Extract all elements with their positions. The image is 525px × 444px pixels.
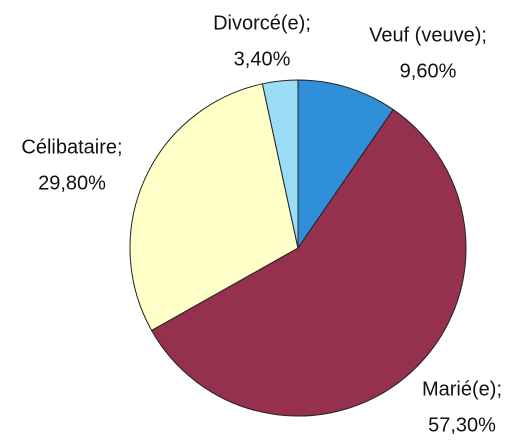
slice-value-label: 9,60% — [400, 60, 457, 82]
slice-label: Marié(e); — [422, 378, 502, 400]
pie-slice — [129, 83, 299, 332]
slice-label: Célibataire; — [21, 136, 122, 158]
slice-label: Divorcé(e); — [213, 12, 311, 34]
pie-slice — [297, 79, 394, 250]
pie-slice — [150, 108, 467, 417]
pie-slice — [261, 79, 299, 249]
slice-value-label: 3,40% — [234, 48, 291, 70]
slice-value-label: 29,80% — [38, 172, 106, 194]
slice-value-label: 57,30% — [428, 414, 496, 436]
slice-label: Veuf (veuve); — [369, 24, 487, 46]
